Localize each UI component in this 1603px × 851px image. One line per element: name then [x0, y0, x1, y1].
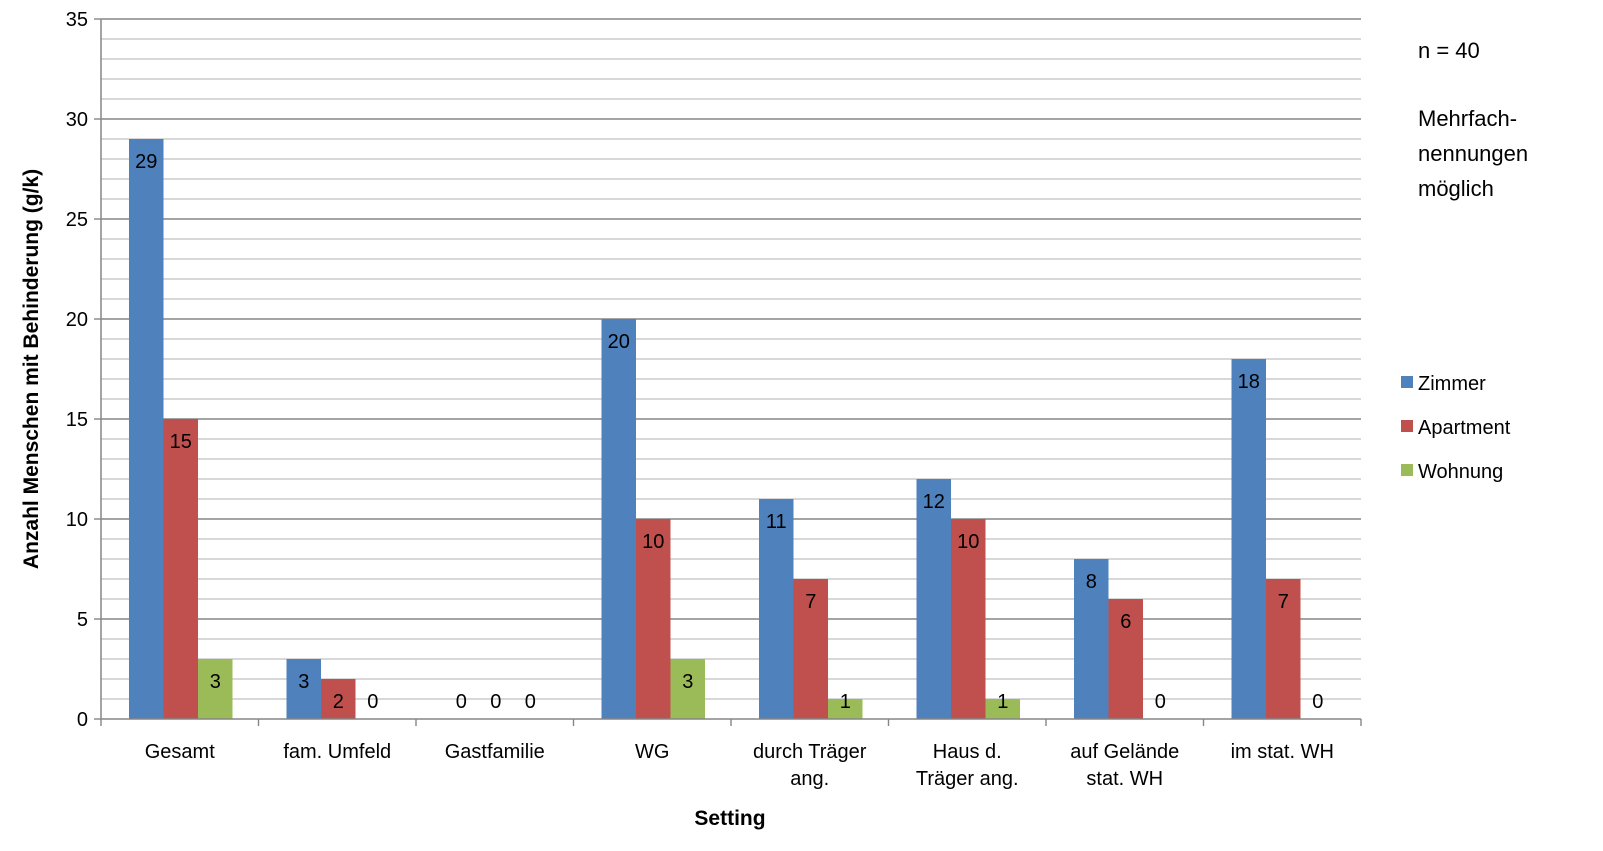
bar-apartment: [321, 679, 356, 719]
y-tick-label: 35: [66, 9, 88, 31]
x-category-label: WG: [635, 741, 669, 763]
data-label: 20: [608, 331, 630, 353]
bar-apartment: [1266, 579, 1301, 719]
bar-apartment: [636, 519, 671, 719]
legend-swatch: [1401, 376, 1413, 388]
data-label: 11: [766, 511, 787, 533]
bar-apartment: [793, 579, 828, 719]
data-label: 6: [1120, 611, 1131, 633]
data-label: 8: [1086, 571, 1097, 593]
multiple-answers-note: Mehrfach- nennungen möglich: [1418, 106, 1528, 201]
y-tick-label: 30: [66, 109, 88, 131]
bar-wohnung: [828, 699, 863, 719]
x-category-label: Haus d. Träger ang.: [916, 741, 1019, 790]
x-category-label: auf Gelände stat. WH: [1070, 741, 1179, 790]
y-tick-label: 25: [66, 209, 88, 231]
data-label: 0: [1155, 691, 1166, 713]
data-label: 0: [367, 691, 378, 713]
y-tick-label: 0: [77, 709, 88, 731]
x-category-label: Gastfamilie: [445, 741, 545, 763]
bar-zimmer: [1231, 359, 1266, 719]
y-tick-label: 5: [77, 609, 88, 631]
x-category-label-line: im stat. WH: [1231, 741, 1334, 763]
data-label: 2: [333, 691, 344, 713]
data-label: 3: [682, 671, 693, 693]
axes: [94, 18, 1362, 726]
y-tick-labels: 0 5 10 15 20 25 30 35: [66, 9, 88, 731]
x-category-label-line: auf Gelände: [1070, 741, 1179, 763]
x-axis-title: Setting: [694, 807, 765, 830]
data-label: 3: [298, 671, 309, 693]
bar-apartment: [163, 419, 198, 719]
bar-apartment: [951, 519, 986, 719]
note-line: nennungen: [1418, 141, 1528, 166]
x-category-label-line: WG: [635, 741, 669, 763]
x-category-label-line: Haus d.: [933, 741, 1002, 763]
x-category-label-line: durch Träger: [753, 741, 867, 763]
sample-size-note: n = 40: [1418, 38, 1480, 63]
legend: Zimmer Apartment Wohnung: [1401, 373, 1511, 483]
data-label: 7: [805, 591, 816, 613]
legend-swatch: [1401, 420, 1413, 432]
data-label: 12: [923, 491, 945, 513]
data-label: 7: [1278, 591, 1289, 613]
legend-item-wohnung: Wohnung: [1401, 461, 1503, 483]
x-category-label-line: stat. WH: [1086, 768, 1163, 790]
x-category-label-line: Gastfamilie: [445, 741, 545, 763]
data-label: 0: [456, 691, 467, 713]
bar-zimmer: [916, 479, 951, 719]
bar-wohnung: [985, 699, 1020, 719]
data-label: 0: [490, 691, 501, 713]
x-category-label-line: ang.: [790, 768, 829, 790]
x-category-labels: Gesamt fam. Umfeld Gastfamilie WG durch Träg…: [145, 741, 1334, 790]
data-label: 0: [1312, 691, 1323, 713]
y-tick-label: 10: [66, 509, 88, 531]
bar-wohnung: [198, 659, 233, 719]
y-tick-label: 15: [66, 409, 88, 431]
bar-wohnung: [670, 659, 705, 719]
y-tick-label: 20: [66, 309, 88, 331]
x-category-label: durch Träger ang.: [753, 741, 867, 790]
note-line: Mehrfach-: [1418, 106, 1517, 131]
x-category-label-line: Gesamt: [145, 741, 215, 763]
x-category-label-line: Träger ang.: [916, 768, 1019, 790]
x-category-label-line: fam. Umfeld: [283, 741, 391, 763]
data-label: 29: [135, 151, 157, 173]
data-label: 15: [170, 431, 192, 453]
y-axis-title: Anzahl Menschen mit Behinderung (g/k): [20, 169, 43, 569]
legend-label: Wohnung: [1418, 461, 1503, 483]
legend-swatch: [1401, 464, 1413, 476]
data-label: 10: [642, 531, 664, 553]
bar-apartment: [1108, 599, 1143, 719]
data-label: 10: [957, 531, 979, 553]
bar-zimmer: [286, 659, 321, 719]
x-category-label: Gesamt: [145, 741, 215, 763]
x-category-label: im stat. WH: [1231, 741, 1334, 763]
legend-item-zimmer: Zimmer: [1401, 373, 1486, 395]
data-label: 1: [840, 691, 851, 713]
x-category-label: fam. Umfeld: [283, 741, 391, 763]
data-label: 3: [210, 671, 221, 693]
bar-zimmer: [129, 139, 164, 719]
legend-item-apartment: Apartment: [1401, 417, 1511, 439]
data-label: 1: [997, 691, 1008, 713]
data-label: 18: [1238, 371, 1260, 393]
bars: [129, 139, 1301, 719]
bar-zimmer: [759, 499, 794, 719]
data-label: 0: [525, 691, 536, 713]
gridlines: [101, 18, 1361, 700]
legend-label: Apartment: [1418, 417, 1511, 439]
legend-label: Zimmer: [1418, 373, 1486, 395]
bar-zimmer: [601, 319, 636, 719]
bar-zimmer: [1074, 559, 1109, 719]
note-line: möglich: [1418, 176, 1494, 201]
